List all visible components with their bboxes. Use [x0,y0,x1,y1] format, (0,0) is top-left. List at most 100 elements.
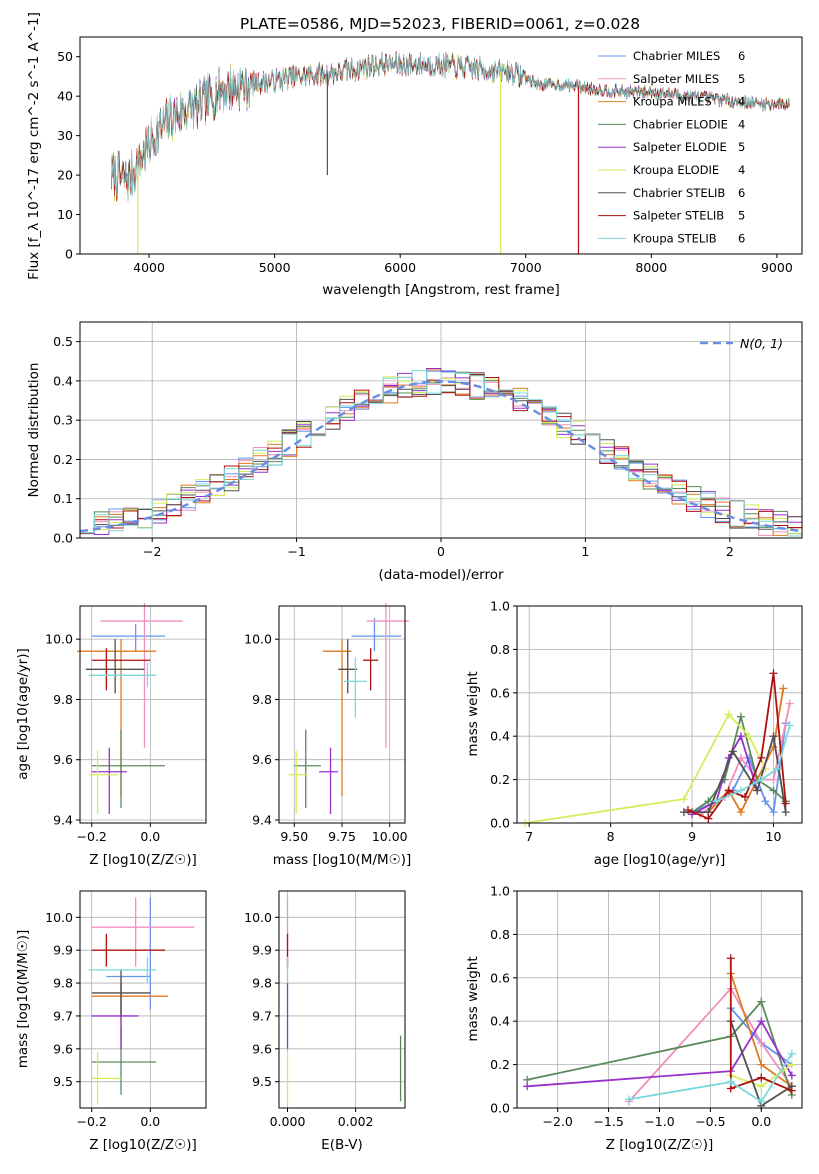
y-tick-label: 0.5 [53,334,73,349]
x-tick-label: 7000 [510,260,542,275]
age-vs-mass-panel: 9.50 9.75 10.00 9.4 9.6 9.8 10.0 mass [log10(M/… [244,602,411,868]
series-line-kroupa-elodie [524,712,767,824]
spectrum-line-kroupa-stelib [111,52,790,203]
y-tick-label: 9.6 [252,1041,272,1056]
data-point-marker [704,797,713,806]
y-tick-label: 0.0 [490,1101,510,1116]
x-tick-label: 0 [437,544,445,559]
x-tick-label: 9.75 [328,829,356,844]
data-point-marker [769,786,778,795]
legend: Chabrier MILES 6 Salpeter MILES 5 Kroupa MIL… [598,49,745,245]
spectrum-line-chabrier-stelib [111,52,790,196]
y-tick-label: 9.9 [53,943,73,958]
y-tick-label: 10.0 [45,910,73,925]
plot-frame [278,890,406,1109]
legend-label: Salpeter MILES [633,72,719,86]
legend-nssp: 4 [738,163,745,177]
y-tick-label: 0.2 [490,772,510,787]
data-point-marker [679,808,688,817]
data-point-marker [769,775,778,784]
x-tick-label: 0.0 [140,829,160,844]
y-tick-label: 9.8 [252,692,272,707]
x-tick-label: −0.2 [77,829,107,844]
data-point-marker [728,747,737,756]
legend-label: Kroupa MILES [633,95,712,109]
y-axis-label: mass [log10(M/M☉)] [15,930,31,1069]
legend-nssp: 4 [738,117,745,131]
y-tick-label: 9.8 [252,976,272,991]
y-tick-label: 30 [57,128,73,143]
y-tick-label: 0.6 [490,685,510,700]
x-tick-label: 7 [525,829,533,844]
y-tick-label: 9.5 [252,1074,272,1089]
y-tick-label: 10.0 [45,632,73,647]
legend-label: Chabrier ELODIE [633,117,728,131]
data-point-marker [679,795,688,804]
y-tick-label: 0.2 [53,452,73,467]
y-tick-label: 20 [57,168,73,183]
y-tick-label: 0.6 [490,970,510,985]
mass-weight-vs-age-panel: 7 8 9 10 0.0 0.2 0.4 0.6 0.8 1.0 age [log10(age/yr… [465,599,803,868]
data-point-marker [736,786,745,795]
data-point-marker [769,808,778,817]
y-tick-label: 0.4 [490,1014,510,1029]
plot-frame [516,605,803,824]
legend-nssp: 6 [738,186,745,200]
legend-nssp: 5 [738,140,745,154]
x-axis-label: wavelength [Angstrom, rest frame] [322,282,560,298]
x-tick-label: 0.0 [140,1114,160,1129]
y-tick-label: 0.4 [53,373,73,388]
y-tick-label: 10.0 [244,632,272,647]
data-point-marker [757,1017,766,1026]
data-point-marker [761,797,770,806]
data-point-marker [753,786,762,795]
histogram-salpeter-elodie [80,368,802,535]
data-point-marker [736,753,745,762]
y-tick-label: 9.6 [53,752,73,767]
data-point-marker [757,775,766,784]
data-point-marker [787,1071,796,1080]
y-tick-label: 9.5 [53,1074,73,1089]
y-tick-label: 9.9 [252,943,272,958]
y-tick-label: 10 [57,207,73,222]
data-point-marker [785,699,794,708]
legend-nssp: 5 [738,72,745,86]
data-point-marker [736,808,745,817]
y-tick-label: 9.4 [252,812,272,827]
x-tick-label: 1 [581,544,589,559]
y-tick-label: 9.4 [53,812,73,827]
x-tick-label: 8 [607,829,615,844]
y-tick-label: 50 [57,49,73,64]
y-tick-label: 9.7 [53,1008,73,1023]
data-point-marker [757,1082,766,1091]
x-tick-label: 2 [726,544,734,559]
data-point-marker [741,792,749,801]
y-tick-label: 1.0 [490,599,510,614]
legend-label: Kroupa STELIB [633,231,717,245]
x-axis-label: (data-model)/error [378,567,504,583]
x-tick-label: 10 [766,829,782,844]
data-point-marker [779,684,788,693]
y-tick-label: 9.6 [53,1041,73,1056]
data-point-marker [769,669,778,678]
data-point-marker [757,1060,766,1069]
y-tick-label: 10.0 [244,910,272,925]
y-axis-label: mass weight [465,671,481,756]
histogram-kroupa-stelib [80,370,802,537]
normal-curve [79,380,803,533]
data-point-marker [724,786,733,795]
legend-label: Salpeter STELIB [633,209,724,223]
series-line-kroupa-stelib [628,1053,793,1103]
y-tick-label: 0.8 [490,927,510,942]
x-tick-label: 0.000 [270,1114,306,1129]
mass-vs-metallicity-panel: −0.2 0.0 9.5 9.6 9.7 9.8 9.9 10.0 Z [log10(Z/Z☉)… [15,890,207,1153]
y-tick-label: 9.8 [53,976,73,991]
data-point-marker [684,805,692,814]
legend-nssp: 6 [738,231,745,245]
data-point-marker [769,732,778,741]
age-vs-metallicity-panel: −0.2 0.0 9.4 9.6 9.8 10.0 Z [log10(Z/Z☉)] age [… [15,602,207,868]
y-tick-label: 9.8 [53,692,73,707]
x-axis-label: Z [log10(Z/Z☉)] [89,1137,197,1153]
data-point-marker [724,710,733,719]
data-point-marker [736,732,745,741]
